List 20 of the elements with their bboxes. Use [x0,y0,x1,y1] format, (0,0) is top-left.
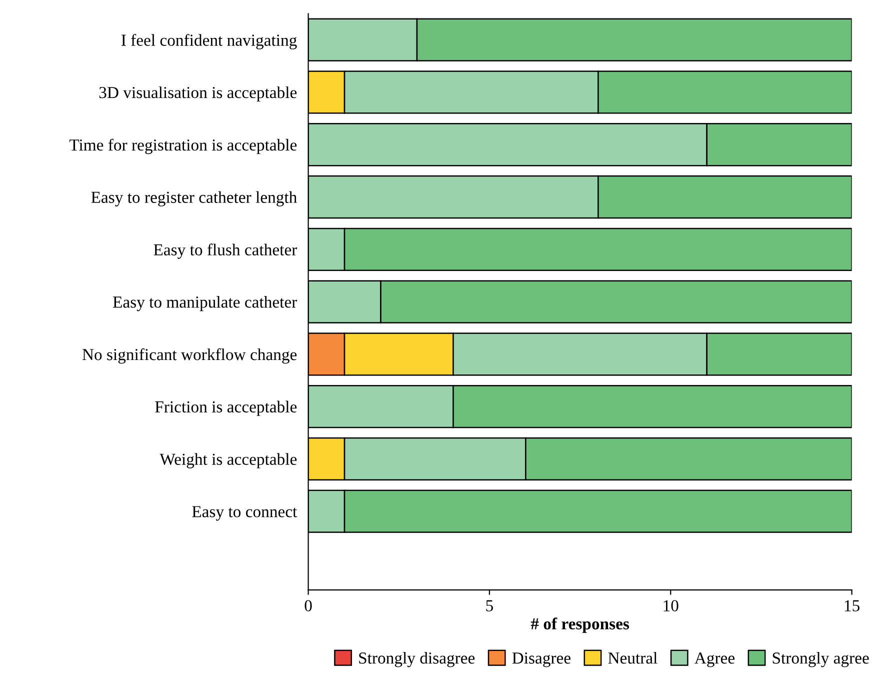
x-axis-title: # of responses [530,618,630,633]
x-tick-label: 0 [304,600,312,612]
y-tick-label: Friction is acceptable [155,400,297,416]
y-tick-label: 3D visualisation is acceptable [99,86,297,102]
y-tick-label: Weight is acceptable [160,453,297,468]
y-tick-label: I feel confident navigating [121,34,297,50]
y-tick-label: Easy to connect [192,506,298,521]
legend-label: Agree [694,652,735,668]
x-tick-label: 5 [486,600,493,612]
y-tick-label: Easy to register catheter length [91,191,297,206]
legend-label: Neutral [608,652,658,664]
legend-label: Strongly disagree [359,652,475,668]
y-tick-label: Easy to flush catheter [154,244,298,259]
y-tick-label: No significant workflow change [82,348,297,364]
x-tick-label: 15 [844,600,860,612]
x-tick-label: 10 [664,600,678,612]
y-tick-label: Easy to manipulate catheter [113,296,298,312]
legend-label: Disagree [512,652,570,668]
y-tick-label: Time for registration is acceptable [69,138,297,154]
legend-label: Strongly agree [772,652,869,668]
